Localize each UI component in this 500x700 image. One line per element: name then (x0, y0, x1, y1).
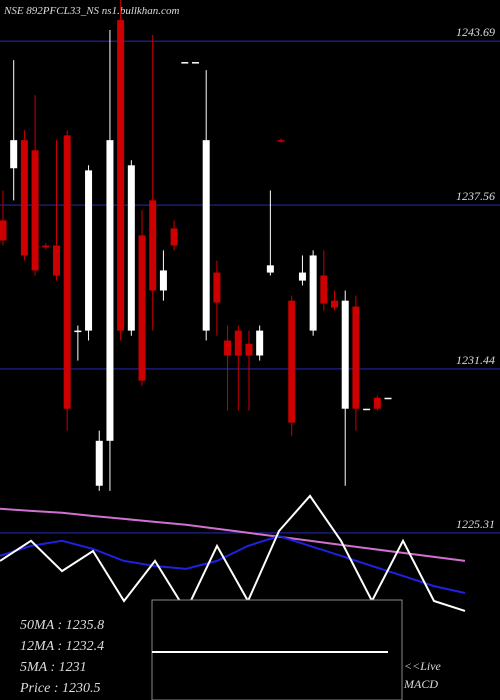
candle-body (202, 140, 210, 331)
candle-body (192, 62, 199, 64)
candle-body (74, 330, 82, 333)
candle-body (277, 140, 285, 142)
candle-body (213, 272, 221, 303)
legend-entry: 12MA : 1232.4 (20, 639, 104, 654)
candle-body (20, 140, 28, 256)
legend-entry: Price : 1230.5 (19, 681, 100, 696)
candle-body (0, 220, 7, 241)
candle-body (117, 20, 125, 331)
y-tick-label: 1243.69 (456, 25, 495, 39)
candle-body (42, 245, 50, 248)
candle-body (298, 272, 306, 281)
indicator-line (0, 507, 466, 562)
macd-panel (151, 599, 403, 700)
candle-body (159, 270, 167, 291)
candle-body (320, 275, 328, 304)
y-tick-label: 1225.31 (456, 517, 495, 531)
macd-label: <<Live (404, 659, 442, 673)
candle-body (256, 330, 264, 356)
candle-body (245, 343, 253, 356)
candle-body (309, 255, 317, 331)
legend-entry: 50MA : 1235.8 (20, 618, 104, 633)
candle-body (52, 245, 60, 276)
candle-body (352, 306, 360, 409)
candle-body (85, 170, 93, 331)
candle-body (363, 408, 371, 411)
candle-body (63, 135, 71, 409)
chart-title: NSE 892PFCL33_NS ns1.bullkhan.com (3, 5, 179, 17)
candle-body (224, 340, 232, 356)
candle-body (127, 165, 135, 331)
candle-body (106, 140, 114, 441)
candle-body (31, 150, 39, 271)
candle-body (288, 300, 296, 423)
y-tick-label: 1237.56 (456, 189, 495, 203)
candle-body (331, 300, 339, 308)
candle-body (266, 265, 274, 273)
macd-label: MACD (403, 677, 438, 691)
candle-body (138, 235, 146, 381)
candle-body (149, 200, 157, 291)
candle-body (181, 62, 189, 64)
candle-body (384, 397, 392, 400)
candle-body (95, 440, 103, 486)
y-tick-label: 1231.44 (456, 353, 495, 367)
candle-body (10, 140, 18, 169)
candle-body (341, 300, 349, 409)
candle-body (170, 228, 178, 246)
legend-entry: 5MA : 1231 (20, 660, 87, 675)
candle-body (234, 330, 242, 356)
candle-body (373, 397, 381, 409)
indicator-line (0, 494, 466, 613)
